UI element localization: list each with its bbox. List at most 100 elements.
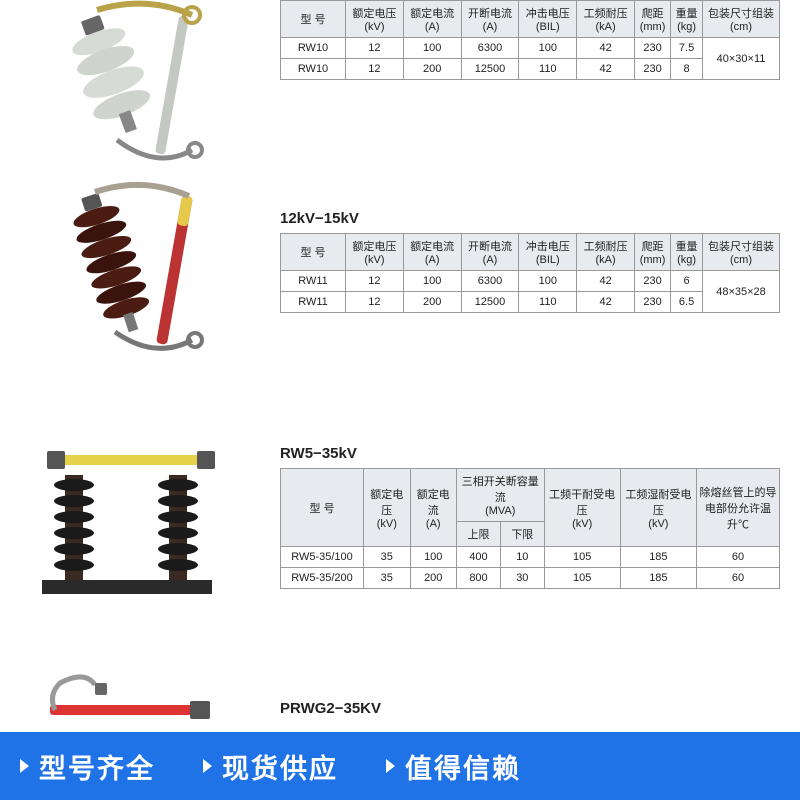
th: 额定电流(A) <box>403 1 461 38</box>
td: 42 <box>577 292 635 313</box>
td: 230 <box>634 38 670 59</box>
td: 12 <box>346 59 404 80</box>
table-row: RW5-35/100 35 100 400 10 105 185 60 <box>281 547 780 568</box>
triangle-icon <box>386 759 395 773</box>
section-title-rw5-35kv: RW5−35kV <box>280 445 780 462</box>
td: 200 <box>403 292 461 313</box>
td: 100 <box>403 271 461 292</box>
td: 42 <box>577 59 635 80</box>
th: 工频干耐受电压(kV) <box>544 469 620 547</box>
th: 冲击电压(BIL) <box>519 234 577 271</box>
td: RW10 <box>281 59 346 80</box>
table-row: RW5-35/200 35 200 800 30 105 185 60 <box>281 568 780 589</box>
spec-table-rw5-35: RW5−35kV 型 号 额定电压(kV) 额定电流(A) 三相开关断容量流(M… <box>280 445 780 589</box>
promo-banner: 型号齐全 现货供应 值得信赖 <box>0 732 800 800</box>
td: 105 <box>544 547 620 568</box>
th: 开断电流(A) <box>461 234 519 271</box>
spec-table-rw10: 型 号 额定电压(kV) 额定电流(A) 开断电流(A) 冲击电压(BIL) 工… <box>280 0 780 80</box>
th: 额定电流(A) <box>403 234 461 271</box>
td: RW11 <box>281 271 346 292</box>
td: 42 <box>577 38 635 59</box>
th: 包装尺寸组装(cm) <box>703 234 780 271</box>
triangle-icon <box>203 759 212 773</box>
th: 重量(kg) <box>671 1 703 38</box>
banner-text-2: 现货供应 <box>222 747 338 786</box>
td: 12500 <box>461 59 519 80</box>
td: 6300 <box>461 38 519 59</box>
td: 35 <box>364 568 411 589</box>
td: 60 <box>697 547 780 568</box>
td: 100 <box>519 271 577 292</box>
product-image-rw11 <box>12 180 242 370</box>
td-pack: 48×35×28 <box>703 271 780 313</box>
td: 6300 <box>461 271 519 292</box>
td: 230 <box>634 271 670 292</box>
td: 185 <box>620 547 696 568</box>
th: 三相开关断容量流(MVA) <box>456 469 544 522</box>
th: 冲击电压(BIL) <box>519 1 577 38</box>
td: 42 <box>577 271 635 292</box>
td: 230 <box>634 59 670 80</box>
td: 110 <box>519 59 577 80</box>
td: 12 <box>346 292 404 313</box>
th: 开断电流(A) <box>461 1 519 38</box>
td: 110 <box>519 292 577 313</box>
th: 工频耐压(kA) <box>577 234 635 271</box>
th-model: 型 号 <box>281 1 346 38</box>
th-model: 型 号 <box>281 469 364 547</box>
th-sub: 上限 <box>456 522 500 547</box>
th-model: 型 号 <box>281 234 346 271</box>
th: 额定电压(kV) <box>346 234 404 271</box>
banner-text-3: 值得信赖 <box>405 747 521 786</box>
td: RW5-35/200 <box>281 568 364 589</box>
section-title-12-15kv: 12kV−15kV <box>280 210 780 227</box>
th-sub: 下限 <box>501 522 545 547</box>
banner-text-1: 型号齐全 <box>39 747 155 786</box>
spec-table-rw11: 12kV−15kV 型 号 额定电压(kV) 额定电流(A) 开断电流(A) 冲… <box>280 210 780 313</box>
td: RW11 <box>281 292 346 313</box>
td: 100 <box>403 38 461 59</box>
product-image-rw10 <box>12 0 242 175</box>
td: 7.5 <box>671 38 703 59</box>
td: 400 <box>456 547 500 568</box>
th: 额定电压(kV) <box>346 1 404 38</box>
td: 105 <box>544 568 620 589</box>
th: 重量(kg) <box>671 234 703 271</box>
td: 230 <box>634 292 670 313</box>
product-image-rw5-35 <box>12 415 242 615</box>
td: 35 <box>364 547 411 568</box>
td: 12 <box>346 271 404 292</box>
td: 800 <box>456 568 500 589</box>
table-rw10: 型 号 额定电压(kV) 额定电流(A) 开断电流(A) 冲击电压(BIL) 工… <box>280 0 780 80</box>
td: 8 <box>671 59 703 80</box>
triangle-icon <box>20 759 29 773</box>
td: 200 <box>410 568 456 589</box>
td: 185 <box>620 568 696 589</box>
td-pack: 40×30×11 <box>703 38 780 80</box>
table-row: RW11 12 100 6300 100 42 230 6 48×35×28 <box>281 271 780 292</box>
td: 6 <box>671 271 703 292</box>
th: 爬距(mm) <box>634 234 670 271</box>
td: 100 <box>410 547 456 568</box>
table-rw5-35: 型 号 额定电压(kV) 额定电流(A) 三相开关断容量流(MVA) 工频干耐受… <box>280 468 780 589</box>
th: 额定电流(A) <box>410 469 456 547</box>
td: 12 <box>346 38 404 59</box>
table-rw11: 型 号 额定电压(kV) 额定电流(A) 开断电流(A) 冲击电压(BIL) 工… <box>280 233 780 313</box>
th: 除熔丝管上的导电部份允许温升℃ <box>697 469 780 547</box>
section-title-prwg2-35kv: PRWG2−35KV <box>280 700 780 717</box>
product-image-prwg2 <box>40 665 230 735</box>
table-row: RW10 12 100 6300 100 42 230 7.5 40×30×11 <box>281 38 780 59</box>
td: 12500 <box>461 292 519 313</box>
section-prwg2: PRWG2−35KV <box>280 700 780 723</box>
td: RW10 <box>281 38 346 59</box>
td: 100 <box>519 38 577 59</box>
th: 工频湿耐受电压(kV) <box>620 469 696 547</box>
td: 60 <box>697 568 780 589</box>
td: RW5-35/100 <box>281 547 364 568</box>
th: 工频耐压(kA) <box>577 1 635 38</box>
td: 30 <box>501 568 545 589</box>
td: 6.5 <box>671 292 703 313</box>
th: 包装尺寸组装(cm) <box>703 1 780 38</box>
th: 爬距(mm) <box>634 1 670 38</box>
td: 200 <box>403 59 461 80</box>
